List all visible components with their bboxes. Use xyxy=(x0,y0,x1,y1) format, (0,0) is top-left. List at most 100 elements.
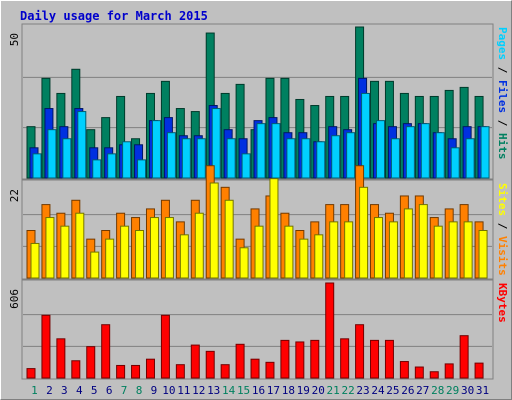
bar-kbytes-day-1 xyxy=(26,368,36,379)
bar-pages-day-27 xyxy=(420,123,430,179)
bar-kbytes-day-30 xyxy=(459,335,469,379)
bar-sites-day-6 xyxy=(105,238,115,279)
x-axis-labels: 1 2 3 4 5 6 7 8 9 10 11 12 13 14 15 16 17 18 19 20 21 22 23 24 2… xyxy=(31,384,489,397)
panel-kbytes: 606 KBytes xyxy=(8,279,509,380)
series-axis-label-part: Pages xyxy=(496,27,509,60)
x-tick-label-day-21: 21 xyxy=(327,384,340,397)
series-pages xyxy=(32,92,490,179)
x-tick-label-day-27: 27 xyxy=(416,384,429,397)
x-tick-label-day-25: 25 xyxy=(386,384,399,397)
x-tick-label-day-12: 12 xyxy=(192,384,205,397)
series-axis-label-part: Files xyxy=(496,80,509,113)
bar-pages-day-22 xyxy=(346,132,356,179)
bar-kbytes-day-27 xyxy=(414,366,424,379)
bar-kbytes-day-31 xyxy=(474,362,484,379)
bar-sites-day-21 xyxy=(329,221,339,279)
bar-kbytes-day-25 xyxy=(384,339,394,379)
bar-kbytes-day-15 xyxy=(235,343,245,379)
bar-pages-day-29 xyxy=(450,147,460,179)
x-tick-label-day-13: 13 xyxy=(207,384,220,397)
x-tick-label-day-31: 31 xyxy=(476,384,489,397)
series-axis-label-part: / xyxy=(496,60,509,80)
bar-pages-day-6 xyxy=(107,153,117,179)
bar-sites-day-24 xyxy=(374,217,384,279)
bar-kbytes-day-28 xyxy=(429,371,439,379)
bar-pages-day-8 xyxy=(137,159,147,179)
bar-pages-day-28 xyxy=(435,132,445,179)
bar-sites-day-25 xyxy=(388,221,398,279)
bar-sites-day-7 xyxy=(120,225,130,279)
series-axis-label-part: / xyxy=(496,216,509,236)
panel-hits: 50 Pages / Files / Hits xyxy=(8,23,509,180)
bar-kbytes-day-13 xyxy=(205,350,215,379)
bar-sites-day-30 xyxy=(463,221,473,279)
bar-pages-day-26 xyxy=(405,126,415,179)
bar-kbytes-day-6 xyxy=(101,324,111,379)
x-tick-label-day-18: 18 xyxy=(282,384,295,397)
series-axis-label-part: Sites xyxy=(496,183,509,216)
bar-kbytes-day-22 xyxy=(340,338,350,379)
chart-title: Daily usage for March 2015 xyxy=(20,9,208,23)
x-tick-label-day-30: 30 xyxy=(461,384,474,397)
bar-kbytes-day-5 xyxy=(86,346,96,379)
bar-kbytes-day-24 xyxy=(370,339,380,379)
x-tick-label-day-6: 6 xyxy=(106,384,113,397)
bar-pages-day-5 xyxy=(92,159,102,179)
x-tick-label-day-16: 16 xyxy=(252,384,265,397)
bar-sites-day-5 xyxy=(90,251,100,279)
x-tick-label-day-23: 23 xyxy=(356,384,369,397)
panel-visits: 22 Sites / Visits xyxy=(8,165,509,280)
x-tick-label-day-29: 29 xyxy=(446,384,459,397)
x-tick-label-day-15: 15 xyxy=(237,384,250,397)
x-tick-label-day-19: 19 xyxy=(297,384,310,397)
series-axis-label: Pages / Files / Hits xyxy=(496,27,509,160)
bar-sites-day-8 xyxy=(135,230,145,279)
bar-sites-day-26 xyxy=(403,208,413,279)
bar-pages-day-2 xyxy=(47,129,57,179)
bar-sites-day-18 xyxy=(284,225,294,279)
bar-pages-day-1 xyxy=(32,153,42,179)
x-tick-label-day-28: 28 xyxy=(431,384,444,397)
bar-pages-day-31 xyxy=(480,126,490,179)
bar-sites-day-4 xyxy=(75,212,85,279)
bar-kbytes-day-4 xyxy=(71,360,81,379)
bar-pages-day-17 xyxy=(271,123,281,179)
x-tick-label-day-20: 20 xyxy=(312,384,325,397)
x-tick-label-day-26: 26 xyxy=(401,384,414,397)
bar-pages-day-4 xyxy=(77,111,87,179)
bar-pages-day-24 xyxy=(376,120,386,179)
bar-sites-day-1 xyxy=(30,242,40,279)
panel-border xyxy=(21,23,494,180)
x-tick-label-day-17: 17 xyxy=(267,384,280,397)
bar-sites-day-31 xyxy=(478,230,488,279)
bar-sites-day-14 xyxy=(224,199,234,279)
bar-pages-day-19 xyxy=(301,138,311,179)
x-tick-label-day-4: 4 xyxy=(76,384,83,397)
bar-kbytes-day-10 xyxy=(160,314,170,379)
bar-pages-day-11 xyxy=(181,138,191,179)
x-tick-label-day-22: 22 xyxy=(341,384,354,397)
x-tick-label-day-9: 9 xyxy=(151,384,158,397)
x-tick-label-day-7: 7 xyxy=(121,384,128,397)
bar-pages-day-25 xyxy=(390,138,400,179)
series-axis-label: KBytes xyxy=(496,283,509,323)
bar-kbytes-day-12 xyxy=(190,344,200,379)
bar-pages-day-23 xyxy=(361,92,371,179)
bar-pages-day-18 xyxy=(286,138,296,179)
bar-kbytes-day-14 xyxy=(220,364,230,379)
bar-sites-day-17 xyxy=(269,178,279,279)
bar-kbytes-day-26 xyxy=(399,361,409,379)
bar-pages-day-12 xyxy=(196,138,206,179)
bar-pages-day-10 xyxy=(166,132,176,179)
bar-pages-day-3 xyxy=(62,138,72,179)
bar-kbytes-day-3 xyxy=(56,338,66,379)
y-axis-max-label: 22 xyxy=(8,189,21,202)
bar-kbytes-day-23 xyxy=(355,324,365,379)
x-tick-label-day-1: 1 xyxy=(31,384,38,397)
series-axis-label-part: Hits xyxy=(496,133,509,160)
x-tick-label-day-5: 5 xyxy=(91,384,98,397)
bar-kbytes-day-2 xyxy=(41,314,51,379)
series-axis-label-part: KBytes xyxy=(496,283,509,323)
x-tick-label-day-14: 14 xyxy=(222,384,236,397)
bar-sites-day-9 xyxy=(149,217,159,279)
